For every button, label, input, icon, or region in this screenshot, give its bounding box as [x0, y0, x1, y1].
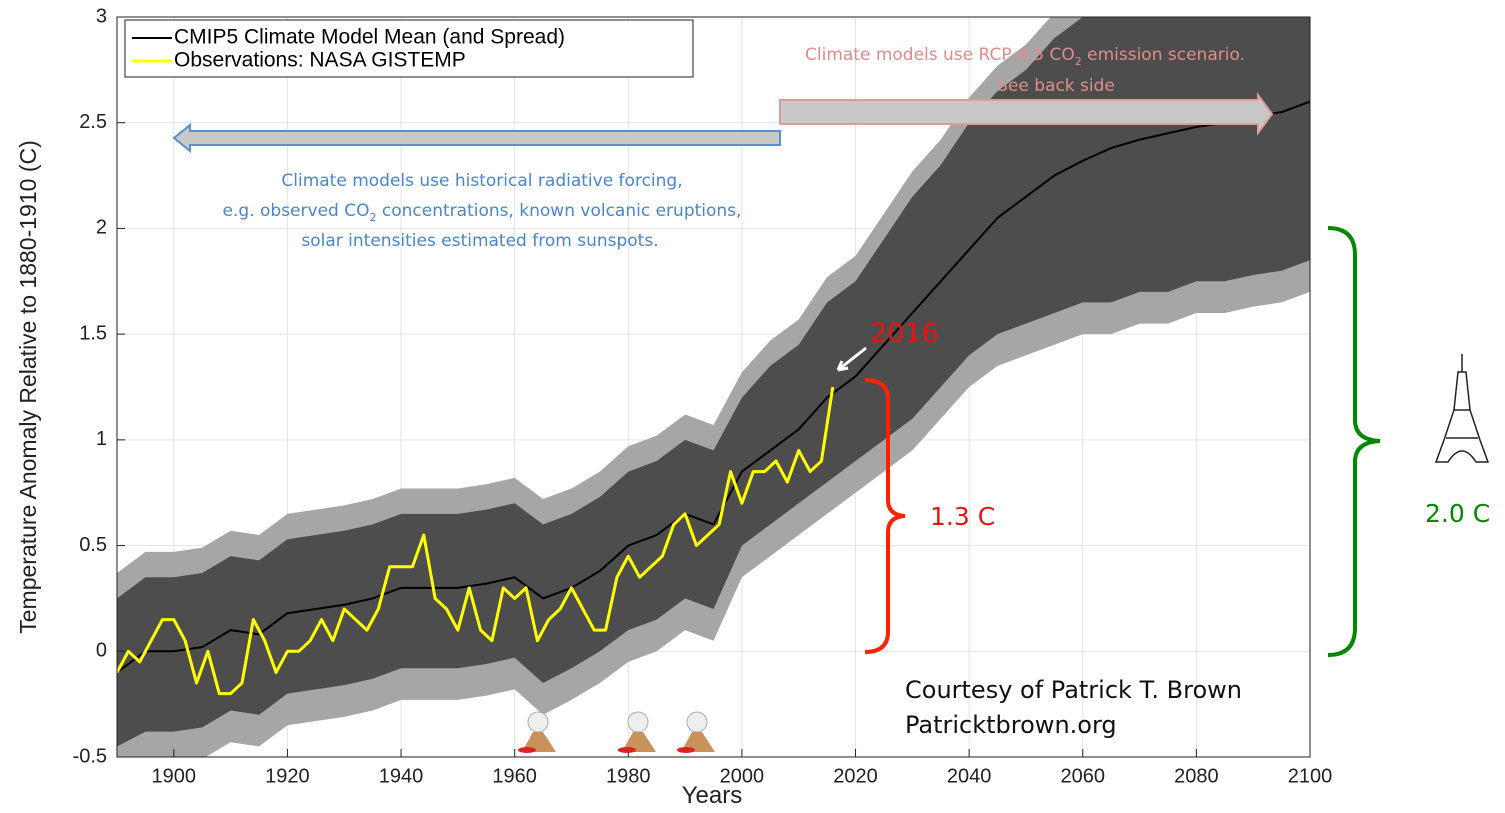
- x-tick-label: 1900: [152, 765, 197, 787]
- y-axis-label: Temperature Anomaly Relative to 1880-191…: [15, 140, 41, 633]
- y-tick-label: 0: [96, 640, 107, 662]
- y-tick-label: 1: [96, 428, 107, 450]
- text: concentrations, known volcanic eruptions…: [376, 201, 741, 221]
- x-tick-label: 2060: [1061, 765, 1106, 787]
- volcano-icon: [677, 712, 715, 753]
- text: Climate models use RCP 4.5 CO: [805, 45, 1075, 65]
- historical-arrow: [174, 125, 780, 151]
- y-tick-label: -0.5: [73, 745, 107, 767]
- annotation-text: solar intensities estimated from sunspot…: [301, 231, 658, 251]
- credit: Courtesy of Patrick T. Brown: [905, 676, 1242, 704]
- x-tick-label: 1980: [606, 765, 651, 787]
- annotation-text: Climate models use RCP 4.5 CO2 emission …: [805, 45, 1245, 68]
- text: e.g. observed CO: [223, 201, 370, 221]
- chart: -0.500.511.522.5319001920194019601980200…: [0, 0, 1505, 813]
- x-axis-label: Years: [682, 782, 743, 809]
- y-tick-label: 2: [96, 217, 107, 239]
- y-tick-label: 1.5: [79, 322, 107, 344]
- volcano-icon: [518, 712, 556, 753]
- x-tick-label: 2020: [833, 765, 878, 787]
- legend-label: Observations: NASA GISTEMP: [174, 49, 466, 72]
- y-tick-label: 2.5: [79, 111, 107, 133]
- volcano-icon: [618, 712, 656, 753]
- annotation-2-0c: 2.0 C: [1425, 499, 1490, 528]
- subscript: 2: [369, 211, 376, 224]
- annotation-text: Climate models use historical radiative …: [281, 171, 682, 191]
- x-tick-label: 1920: [265, 765, 310, 787]
- brace-green: [1328, 228, 1380, 655]
- legend-label: CMIP5 Climate Model Mean (and Spread): [174, 26, 565, 49]
- x-tick-label: 1940: [379, 765, 424, 787]
- subscript: 2: [1075, 55, 1082, 68]
- x-tick-label: 2080: [1174, 765, 1219, 787]
- text: emission scenario.: [1082, 45, 1245, 65]
- annotation-2016: 2016: [870, 318, 939, 349]
- x-tick-label: 1960: [492, 765, 537, 787]
- annotation-text: e.g. observed CO2 concentrations, known …: [223, 201, 742, 224]
- credit: Patricktbrown.org: [905, 711, 1117, 739]
- y-tick-label: 3: [96, 5, 107, 27]
- annotation-1-3c: 1.3 C: [930, 502, 995, 531]
- historical-annotation: Climate models use historical radiative …: [223, 171, 742, 251]
- eiffel-tower-icon: [1436, 354, 1488, 462]
- x-tick-label: 2040: [947, 765, 992, 787]
- annotation-text: See back side: [997, 76, 1115, 96]
- volcano-icons: [518, 712, 715, 753]
- y-tick-label: 0.5: [79, 534, 107, 556]
- x-tick-label: 2100: [1288, 765, 1333, 787]
